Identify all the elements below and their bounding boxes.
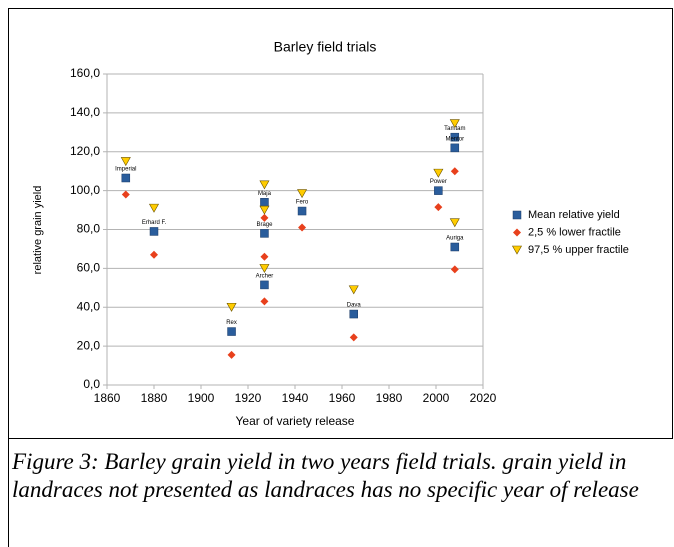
point-label: Dava: [347, 303, 362, 309]
triangle-marker: [226, 302, 237, 312]
x-tick-label: 1880: [141, 391, 168, 405]
legend-label: Mean relative yield: [528, 209, 620, 221]
diamond-marker: [450, 167, 459, 176]
diamond-marker: [450, 265, 459, 274]
triangle-marker: [433, 168, 444, 178]
y-tick-label: 0,0: [83, 377, 100, 391]
diamond-marker: [434, 203, 443, 212]
diamond-marker: [513, 228, 521, 237]
x-tick-label: 1920: [235, 391, 262, 405]
point-label: Archer: [256, 273, 274, 279]
chart-frame: [8, 8, 673, 439]
square-marker: [260, 280, 269, 290]
chart-title: Barley field trials: [274, 39, 377, 55]
x-tick-label: 1980: [376, 391, 403, 405]
triangle-marker: [259, 205, 270, 215]
diamond-marker: [349, 333, 358, 342]
square-marker: [149, 227, 159, 236]
y-tick-label: 120,0: [70, 144, 100, 158]
figure-caption: Figure 3: Barley grain yield in two year…: [12, 449, 639, 502]
point-label: Auriga: [446, 236, 464, 242]
point-label: Tamtam: [444, 126, 465, 132]
x-tick-label: 1940: [282, 391, 309, 405]
triangle-marker: [449, 218, 460, 228]
triangle-marker: [297, 189, 308, 199]
square-marker: [227, 327, 236, 336]
point-label: Imperial: [115, 167, 136, 173]
point-label: Erhard F.: [142, 220, 167, 226]
y-tick-label: 60,0: [77, 261, 101, 275]
point-label: Mentor: [445, 136, 464, 142]
diamond-marker: [260, 252, 269, 261]
square-marker: [260, 198, 269, 207]
x-tick-label: 2020: [470, 391, 497, 405]
square-marker: [450, 242, 460, 252]
diamond-marker: [298, 223, 307, 232]
point-label: Fero: [296, 200, 309, 206]
square-marker: [434, 186, 443, 195]
x-tick-label: 2000: [423, 391, 450, 405]
y-axis-label: relative grain yield: [32, 186, 44, 275]
triangle-marker: [348, 285, 359, 295]
triangle-marker: [148, 203, 160, 213]
square-marker: [260, 229, 269, 238]
diamond-marker: [227, 350, 236, 359]
x-tick-label: 1900: [188, 391, 215, 405]
point-label: Maja: [258, 191, 272, 197]
y-tick-label: 40,0: [77, 299, 101, 313]
legend-label: 2,5 % lower fractile: [528, 226, 621, 238]
diamond-marker: [260, 297, 269, 306]
square-marker: [349, 309, 358, 319]
square-marker: [450, 132, 460, 142]
triangle-marker: [511, 245, 523, 255]
y-tick-label: 20,0: [77, 338, 101, 352]
triangle-marker: [259, 264, 270, 273]
square-marker: [297, 206, 307, 216]
triangle-marker: [120, 157, 131, 167]
point-label: Power: [430, 179, 447, 185]
y-tick-label: 100,0: [70, 183, 100, 197]
x-tick-label: 1860: [94, 391, 121, 405]
y-tick-label: 80,0: [77, 222, 101, 236]
square-marker: [512, 210, 522, 220]
diamond-marker: [121, 190, 130, 199]
square-marker: [450, 143, 460, 153]
triangle-marker: [259, 180, 270, 190]
x-axis-label: Year of variety release: [236, 414, 355, 428]
point-label: Rex: [226, 320, 237, 326]
legend-label: 97,5 % upper fractile: [528, 244, 629, 256]
y-tick-label: 160,0: [70, 66, 100, 80]
diamond-marker: [260, 213, 269, 222]
diamond-marker: [150, 250, 158, 259]
point-label: Brage: [256, 222, 273, 228]
y-tick-label: 140,0: [70, 105, 100, 119]
x-tick-label: 1960: [329, 391, 356, 405]
triangle-marker: [449, 119, 460, 129]
square-marker: [121, 173, 131, 183]
